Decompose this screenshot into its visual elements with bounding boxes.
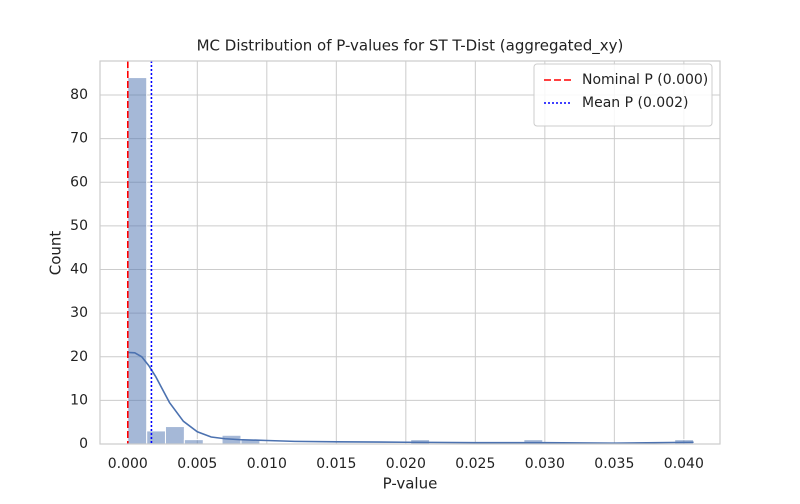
y-tick-label: 60 xyxy=(70,174,88,190)
y-tick-label: 80 xyxy=(70,87,88,103)
x-tick-label: 0.025 xyxy=(455,456,495,472)
x-tick-label: 0.000 xyxy=(108,456,148,472)
legend-box xyxy=(533,63,713,127)
x-tick-label: 0.030 xyxy=(525,456,565,472)
y-tick-label: 70 xyxy=(70,131,88,147)
histogram-bar xyxy=(164,426,185,445)
y-tick-label: 10 xyxy=(70,392,88,408)
x-tick-label: 0.015 xyxy=(316,456,356,472)
x-tick-label: 0.035 xyxy=(594,456,634,472)
y-axis-label: Count xyxy=(47,231,65,276)
x-tick-label: 0.005 xyxy=(177,456,217,472)
y-tick-label: 0 xyxy=(79,436,88,452)
x-axis-label: P-value xyxy=(383,475,438,493)
legend-label: Mean P (0.002) xyxy=(582,95,689,111)
y-tick-label: 40 xyxy=(70,262,88,278)
histogram-bar xyxy=(146,430,166,445)
legend-label: Nominal P (0.000) xyxy=(582,72,708,88)
histogram-bar xyxy=(183,439,204,445)
histogram-bar xyxy=(127,77,148,445)
x-tick-label: 0.040 xyxy=(664,456,704,472)
x-tick-label: 0.020 xyxy=(386,456,426,472)
chart-title: MC Distribution of P-values for ST T-Dis… xyxy=(197,37,624,56)
y-tick-label: 30 xyxy=(70,305,88,321)
y-tick-label: 50 xyxy=(70,218,88,234)
axes-frame xyxy=(99,60,721,445)
x-tick-label: 0.010 xyxy=(247,456,287,472)
y-tick-label: 20 xyxy=(70,349,88,365)
kde-line xyxy=(127,351,694,444)
